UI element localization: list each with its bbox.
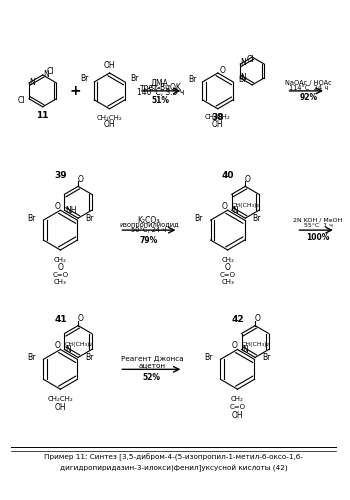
Text: 52%: 52% — [143, 373, 161, 382]
Text: 114°С  24 ч: 114°С 24 ч — [288, 85, 328, 91]
Text: Пример 11: Синтез [3,5-дибром-4-(5-изопропил-1-метил-6-оксо-1,6-: Пример 11: Синтез [3,5-дибром-4-(5-изопр… — [44, 453, 303, 460]
Text: CH₃: CH₃ — [54, 279, 67, 285]
Text: Br: Br — [27, 353, 36, 362]
Text: C=O: C=O — [219, 272, 236, 278]
Text: 11: 11 — [36, 112, 49, 120]
Text: Br: Br — [262, 353, 271, 362]
Text: Br: Br — [85, 353, 93, 362]
Text: N: N — [233, 206, 238, 214]
Text: Br: Br — [188, 76, 197, 84]
Text: Br: Br — [204, 353, 213, 362]
Text: O: O — [57, 264, 63, 272]
Text: OH: OH — [55, 402, 66, 411]
Text: 40: 40 — [221, 171, 234, 180]
Text: N: N — [29, 78, 35, 88]
Text: C=O: C=O — [52, 272, 68, 278]
Text: O: O — [225, 264, 231, 272]
Text: Br: Br — [195, 214, 203, 222]
Text: CH₂CH₂: CH₂CH₂ — [48, 396, 73, 402]
Text: Br: Br — [85, 214, 93, 222]
Text: O: O — [55, 341, 61, 350]
Text: изопропилйодид: изопропилйодид — [119, 222, 179, 228]
Text: NaOAc / HOAc: NaOAc / HOAc — [285, 80, 331, 86]
Text: дигидропиридазин-3-илокси)фенил]уксусной кислоты (42): дигидропиридазин-3-илокси)фенил]уксусной… — [60, 465, 287, 472]
Text: O: O — [77, 314, 83, 323]
Text: 140°С, 3.5 ч: 140°С, 3.5 ч — [137, 88, 184, 98]
Text: Br: Br — [252, 214, 261, 222]
Text: N: N — [240, 58, 246, 66]
Text: N: N — [65, 345, 71, 354]
Text: OH: OH — [104, 120, 116, 129]
Text: Cl: Cl — [246, 54, 254, 64]
Text: CH₃: CH₃ — [221, 279, 234, 285]
Text: трет-BuOK: трет-BuOK — [140, 84, 182, 92]
Text: NH: NH — [65, 206, 77, 214]
Text: 79%: 79% — [140, 236, 158, 244]
Text: ДМА,: ДМА, — [150, 78, 171, 88]
Text: O: O — [77, 175, 83, 184]
Text: CH(CH₃)₂: CH(CH₃)₂ — [241, 342, 269, 347]
Text: CH₂: CH₂ — [221, 257, 234, 263]
Text: O: O — [220, 66, 226, 74]
Text: O: O — [254, 314, 260, 323]
Text: 55°С  1 ч: 55°С 1 ч — [304, 222, 332, 228]
Text: CH₂: CH₂ — [54, 257, 67, 263]
Text: O: O — [232, 341, 237, 350]
Text: O: O — [55, 202, 61, 210]
Text: CH(CH₃)₂: CH(CH₃)₂ — [64, 342, 92, 347]
Text: 51%: 51% — [152, 96, 170, 106]
Text: K₂CO₃: K₂CO₃ — [138, 216, 160, 224]
Text: OH: OH — [212, 120, 224, 129]
Text: 100%: 100% — [306, 232, 330, 241]
Text: 92%: 92% — [299, 94, 317, 102]
Text: Cl: Cl — [47, 68, 54, 76]
Text: +: + — [69, 84, 81, 98]
Text: OH: OH — [232, 410, 243, 420]
Text: 39: 39 — [54, 171, 67, 180]
Text: N: N — [243, 345, 248, 354]
Text: O: O — [244, 175, 250, 184]
Text: CH₂CH₂: CH₂CH₂ — [97, 114, 122, 120]
Text: 50°С, 24 ч: 50°С, 24 ч — [131, 227, 167, 234]
Text: Br: Br — [131, 74, 139, 84]
Text: 42: 42 — [231, 315, 244, 324]
Text: Cl: Cl — [18, 96, 25, 106]
Text: C=O: C=O — [230, 404, 245, 410]
Text: N: N — [43, 70, 49, 80]
Text: ацетон: ацетон — [138, 362, 166, 368]
Text: CH₂: CH₂ — [231, 396, 244, 402]
Text: O: O — [222, 202, 228, 210]
Text: Br: Br — [27, 214, 36, 222]
Text: OH: OH — [104, 60, 116, 70]
Text: 2N KOH / MeOH: 2N KOH / MeOH — [293, 218, 343, 222]
Text: 41: 41 — [54, 315, 67, 324]
Text: 38: 38 — [211, 113, 224, 122]
Text: CH₂CH₂: CH₂CH₂ — [205, 114, 231, 119]
Text: CH(CH₃)₂: CH(CH₃)₂ — [231, 203, 259, 208]
Text: N: N — [240, 74, 246, 82]
Text: Br: Br — [80, 74, 89, 84]
Text: Реагент Джонса: Реагент Джонса — [120, 356, 183, 362]
Text: Br: Br — [239, 76, 247, 84]
